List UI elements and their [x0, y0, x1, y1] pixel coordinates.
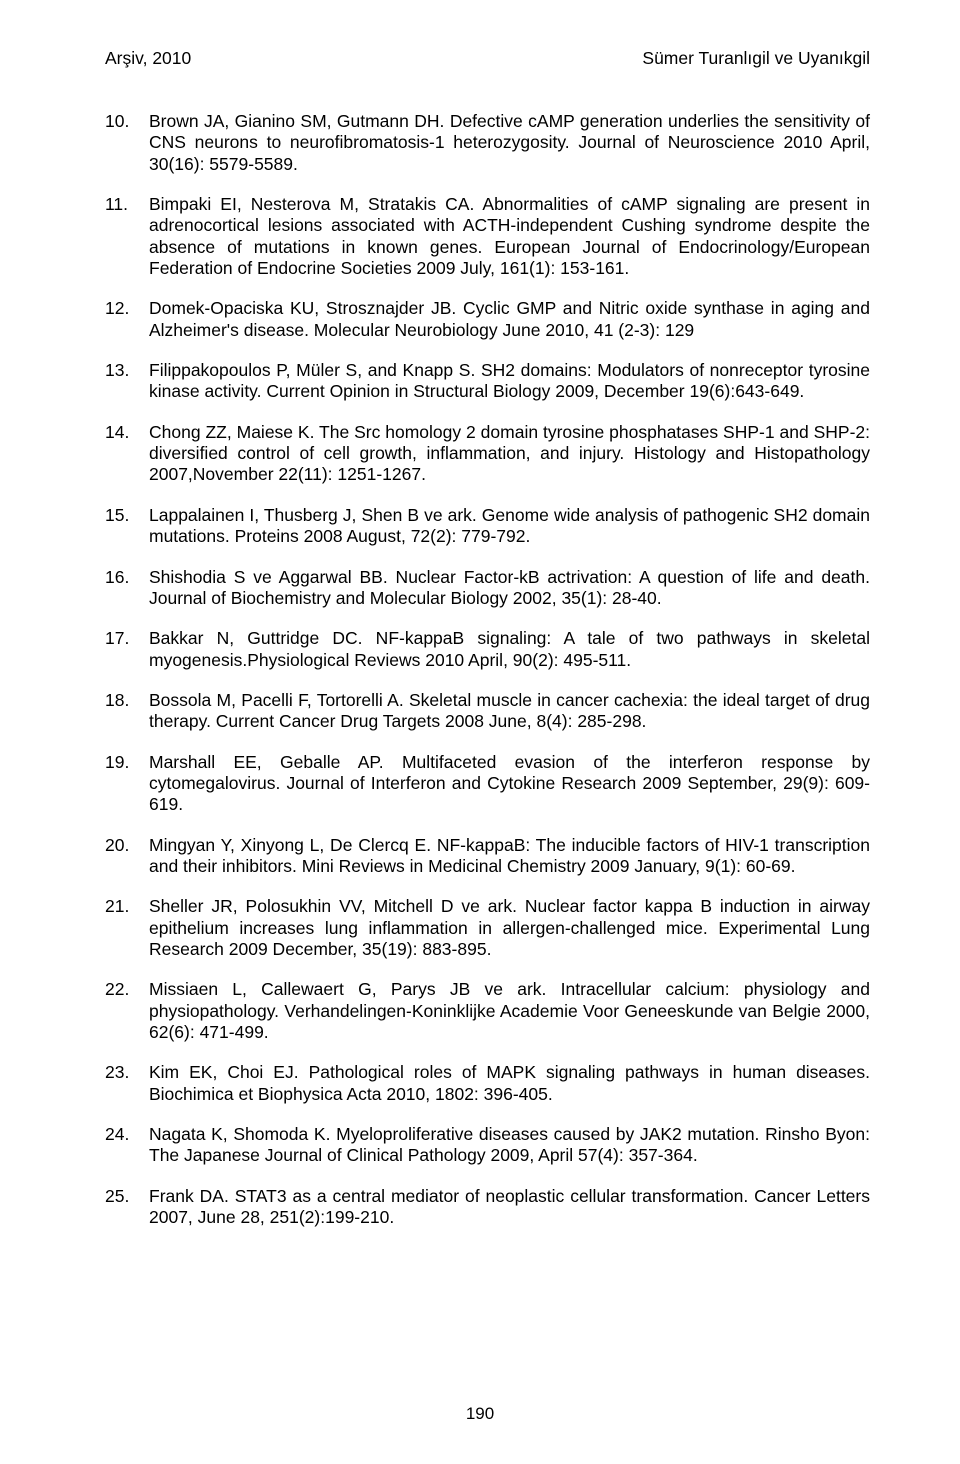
reference-number: 15.	[105, 505, 149, 548]
reference-number: 10.	[105, 111, 149, 175]
reference-item: 14.Chong ZZ, Maiese K. The Src homology …	[105, 422, 870, 486]
reference-number: 14.	[105, 422, 149, 486]
reference-text: Kim EK, Choi EJ. Pathological roles of M…	[149, 1062, 870, 1105]
reference-number: 23.	[105, 1062, 149, 1105]
references-list: 10.Brown JA, Gianino SM, Gutmann DH. Def…	[105, 111, 870, 1228]
header-left: Arşiv, 2010	[105, 48, 191, 69]
reference-text: Bossola M, Pacelli F, Tortorelli A. Skel…	[149, 690, 870, 733]
page-header: Arşiv, 2010 Sümer Turanlıgil ve Uyanıkgi…	[105, 48, 870, 69]
reference-text: Nagata K, Shomoda K. Myeloproliferative …	[149, 1124, 870, 1167]
reference-text: Chong ZZ, Maiese K. The Src homology 2 d…	[149, 422, 870, 486]
reference-item: 20.Mingyan Y, Xinyong L, De Clercq E. NF…	[105, 835, 870, 878]
reference-text: Shishodia S ve Aggarwal BB. Nuclear Fact…	[149, 567, 870, 610]
header-right: Sümer Turanlıgil ve Uyanıkgil	[642, 48, 870, 69]
reference-text: Brown JA, Gianino SM, Gutmann DH. Defect…	[149, 111, 870, 175]
reference-text: Missiaen L, Callewaert G, Parys JB ve ar…	[149, 979, 870, 1043]
reference-item: 19.Marshall EE, Geballe AP. Multifaceted…	[105, 752, 870, 816]
reference-number: 19.	[105, 752, 149, 816]
reference-item: 21.Sheller JR, Polosukhin VV, Mitchell D…	[105, 896, 870, 960]
reference-text: Lappalainen I, Thusberg J, Shen B ve ark…	[149, 505, 870, 548]
reference-item: 17.Bakkar N, Guttridge DC. NF-kappaB sig…	[105, 628, 870, 671]
reference-number: 12.	[105, 298, 149, 341]
reference-item: 11.Bimpaki EI, Nesterova M, Stratakis CA…	[105, 194, 870, 279]
reference-text: Sheller JR, Polosukhin VV, Mitchell D ve…	[149, 896, 870, 960]
reference-item: 22.Missiaen L, Callewaert G, Parys JB ve…	[105, 979, 870, 1043]
reference-item: 18.Bossola M, Pacelli F, Tortorelli A. S…	[105, 690, 870, 733]
reference-text: Mingyan Y, Xinyong L, De Clercq E. NF-ka…	[149, 835, 870, 878]
reference-item: 10.Brown JA, Gianino SM, Gutmann DH. Def…	[105, 111, 870, 175]
reference-item: 23.Kim EK, Choi EJ. Pathological roles o…	[105, 1062, 870, 1105]
reference-number: 18.	[105, 690, 149, 733]
reference-item: 16.Shishodia S ve Aggarwal BB. Nuclear F…	[105, 567, 870, 610]
reference-item: 25.Frank DA. STAT3 as a central mediator…	[105, 1186, 870, 1229]
reference-number: 20.	[105, 835, 149, 878]
reference-number: 25.	[105, 1186, 149, 1229]
reference-number: 13.	[105, 360, 149, 403]
reference-item: 15.Lappalainen I, Thusberg J, Shen B ve …	[105, 505, 870, 548]
reference-text: Marshall EE, Geballe AP. Multifaceted ev…	[149, 752, 870, 816]
reference-text: Domek-Opaciska KU, Strosznajder JB. Cycl…	[149, 298, 870, 341]
reference-text: Frank DA. STAT3 as a central mediator of…	[149, 1186, 870, 1229]
reference-number: 21.	[105, 896, 149, 960]
reference-number: 17.	[105, 628, 149, 671]
reference-number: 11.	[105, 194, 149, 279]
reference-number: 22.	[105, 979, 149, 1043]
page-number: 190	[0, 1404, 960, 1424]
reference-number: 24.	[105, 1124, 149, 1167]
reference-item: 12.Domek-Opaciska KU, Strosznajder JB. C…	[105, 298, 870, 341]
reference-item: 24.Nagata K, Shomoda K. Myeloproliferati…	[105, 1124, 870, 1167]
reference-text: Bakkar N, Guttridge DC. NF-kappaB signal…	[149, 628, 870, 671]
reference-number: 16.	[105, 567, 149, 610]
reference-text: Bimpaki EI, Nesterova M, Stratakis CA. A…	[149, 194, 870, 279]
reference-text: Filippakopoulos P, Müler S, and Knapp S.…	[149, 360, 870, 403]
reference-item: 13.Filippakopoulos P, Müler S, and Knapp…	[105, 360, 870, 403]
